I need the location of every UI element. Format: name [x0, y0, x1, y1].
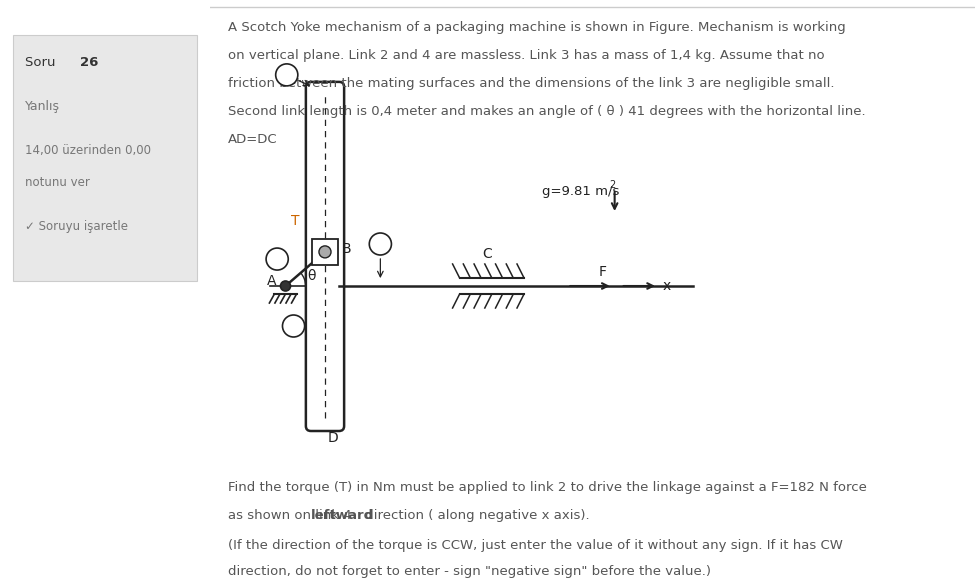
Text: 2: 2	[273, 253, 282, 265]
Text: AD=DC: AD=DC	[228, 133, 278, 146]
Text: ✓ Soruyu işaretle: ✓ Soruyu işaretle	[25, 220, 128, 233]
Text: F: F	[599, 265, 606, 279]
Circle shape	[283, 315, 304, 337]
Text: friction between the mating surfaces and the dimensions of the link 3 are neglig: friction between the mating surfaces and…	[228, 77, 835, 90]
FancyBboxPatch shape	[13, 35, 197, 281]
Text: Yanlış: Yanlış	[25, 100, 60, 113]
Text: 26: 26	[80, 56, 98, 69]
Text: T: T	[291, 214, 299, 228]
Text: θ: θ	[308, 269, 316, 283]
Circle shape	[266, 248, 289, 270]
Text: g=9.81 m/s: g=9.81 m/s	[542, 185, 619, 199]
Text: 14,00 üzerinden 0,00: 14,00 üzerinden 0,00	[25, 144, 151, 156]
Text: Second link length is 0,4 meter and makes an angle of ( θ ) 41 degrees with the : Second link length is 0,4 meter and make…	[228, 105, 866, 118]
Text: notunu ver: notunu ver	[25, 176, 90, 189]
Circle shape	[281, 281, 291, 291]
Text: Find the torque (T) in Nm must be applied to link 2 to drive the linkage against: Find the torque (T) in Nm must be applie…	[228, 481, 867, 494]
Text: A: A	[267, 274, 277, 288]
Text: x: x	[663, 279, 671, 293]
Text: A Scotch Yoke mechanism of a packaging machine is shown in Figure. Mechanism is : A Scotch Yoke mechanism of a packaging m…	[228, 21, 846, 34]
Text: 1: 1	[290, 319, 297, 332]
Text: 4: 4	[376, 237, 384, 250]
Circle shape	[370, 233, 391, 255]
Bar	[312, 239, 338, 265]
Text: C: C	[482, 247, 491, 261]
Text: 2: 2	[609, 180, 616, 190]
Text: B: B	[342, 242, 352, 256]
Text: on vertical plane. Link 2 and 4 are massless. Link 3 has a mass of 1,4 kg. Assum: on vertical plane. Link 2 and 4 are mass…	[228, 49, 825, 62]
Text: (If the direction of the torque is CCW, just enter the value of it without any s: (If the direction of the torque is CCW, …	[228, 539, 843, 552]
Text: direction, do not forget to enter - sign "negative sign" before the value.): direction, do not forget to enter - sign…	[228, 565, 711, 578]
Text: as shown on link 4: as shown on link 4	[228, 509, 356, 522]
Text: direction ( along negative x axis).: direction ( along negative x axis).	[361, 509, 590, 522]
Text: D: D	[328, 431, 338, 445]
Text: Soru: Soru	[25, 56, 59, 69]
Text: 3: 3	[283, 69, 291, 81]
Text: leftward: leftward	[311, 509, 373, 522]
FancyBboxPatch shape	[306, 82, 344, 431]
Circle shape	[319, 246, 332, 258]
Circle shape	[276, 64, 297, 86]
